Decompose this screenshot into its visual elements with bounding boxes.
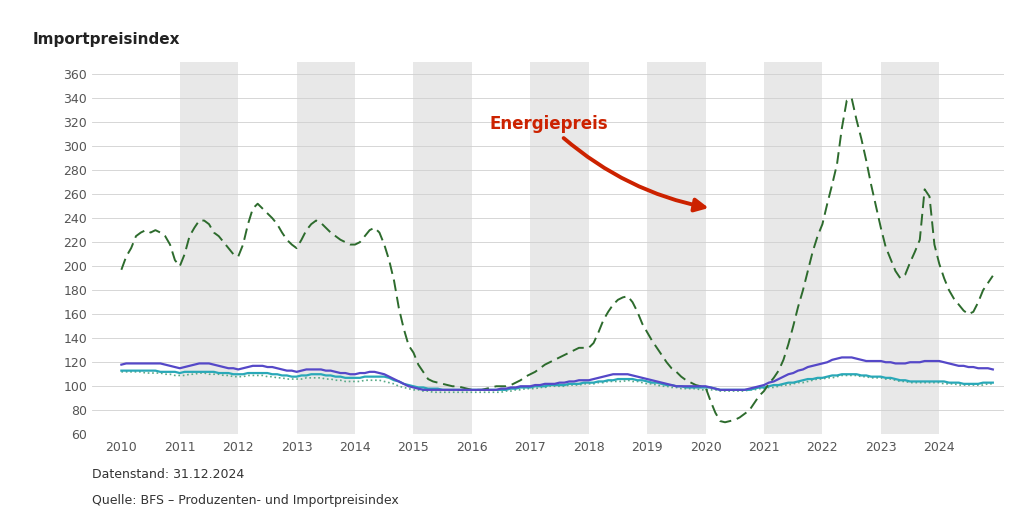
Bar [764,62,822,434]
Text: Datenstand: 31.12.2024: Datenstand: 31.12.2024 [92,468,245,481]
Bar [647,62,706,434]
Bar [297,62,355,434]
Bar [530,62,589,434]
Bar [881,62,939,434]
Text: Energiepreis: Energiepreis [489,115,705,210]
Bar [414,62,472,434]
Bar [180,62,239,434]
Text: Importpreisindex: Importpreisindex [33,32,180,47]
Text: Quelle: BFS – Produzenten- und Importpreisindex: Quelle: BFS – Produzenten- und Importpre… [92,494,399,507]
